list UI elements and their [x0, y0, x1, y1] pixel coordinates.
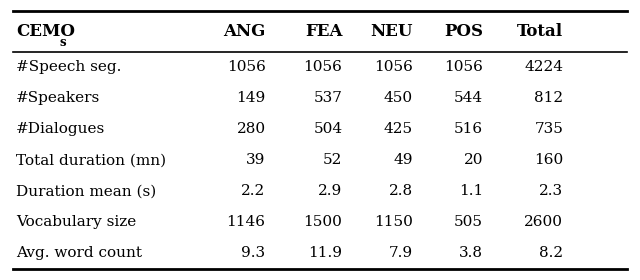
Text: 1500: 1500 — [303, 215, 342, 229]
Text: 8.2: 8.2 — [539, 246, 563, 260]
Text: 450: 450 — [383, 91, 413, 105]
Text: 49: 49 — [394, 153, 413, 167]
Text: 2.3: 2.3 — [539, 184, 563, 198]
Text: 1056: 1056 — [444, 60, 483, 74]
Text: 20: 20 — [464, 153, 483, 167]
Text: 52: 52 — [323, 153, 342, 167]
Text: 1146: 1146 — [227, 215, 266, 229]
Text: ANG: ANG — [223, 23, 266, 40]
Text: 3.8: 3.8 — [460, 246, 483, 260]
Text: 505: 505 — [454, 215, 483, 229]
Text: #Speech seg.: #Speech seg. — [16, 60, 122, 74]
Text: CEMO: CEMO — [16, 23, 75, 40]
Text: 1056: 1056 — [227, 60, 266, 74]
Text: 2.9: 2.9 — [318, 184, 342, 198]
Text: s: s — [60, 36, 66, 49]
Text: FEA: FEA — [305, 23, 342, 40]
Text: 2600: 2600 — [524, 215, 563, 229]
Text: 516: 516 — [454, 122, 483, 136]
Text: 544: 544 — [454, 91, 483, 105]
Text: #Speakers: #Speakers — [16, 91, 100, 105]
Text: 149: 149 — [236, 91, 266, 105]
Text: POS: POS — [444, 23, 483, 40]
Text: 280: 280 — [236, 122, 266, 136]
Text: Total duration (mn): Total duration (mn) — [16, 153, 166, 167]
Text: 1056: 1056 — [303, 60, 342, 74]
Text: Total: Total — [517, 23, 563, 40]
Text: 9.3: 9.3 — [241, 246, 266, 260]
Text: Duration mean (s): Duration mean (s) — [16, 184, 156, 198]
Text: 160: 160 — [534, 153, 563, 167]
Text: NEU: NEU — [371, 23, 413, 40]
Text: Vocabulary size: Vocabulary size — [16, 215, 136, 229]
Text: #Dialogues: #Dialogues — [16, 122, 105, 136]
Text: 1.1: 1.1 — [459, 184, 483, 198]
Text: 4224: 4224 — [524, 60, 563, 74]
Text: 812: 812 — [534, 91, 563, 105]
Text: 1150: 1150 — [374, 215, 413, 229]
Text: 425: 425 — [383, 122, 413, 136]
Text: 2.8: 2.8 — [388, 184, 413, 198]
Text: 7.9: 7.9 — [388, 246, 413, 260]
Text: 537: 537 — [314, 91, 342, 105]
Text: 735: 735 — [534, 122, 563, 136]
Text: 11.9: 11.9 — [308, 246, 342, 260]
Text: 2.2: 2.2 — [241, 184, 266, 198]
Text: 504: 504 — [313, 122, 342, 136]
Text: Avg. word count: Avg. word count — [16, 246, 142, 260]
Text: 39: 39 — [246, 153, 266, 167]
Text: 1056: 1056 — [374, 60, 413, 74]
